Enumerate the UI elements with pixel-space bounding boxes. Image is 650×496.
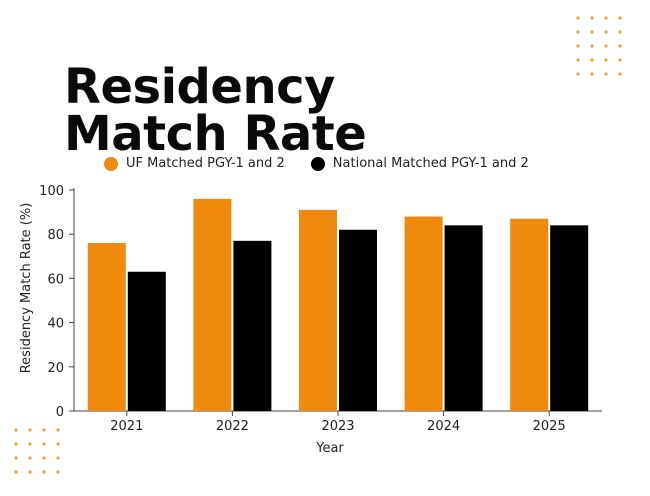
decorative-dot <box>14 470 18 474</box>
decorative-dot <box>42 456 46 460</box>
bar-uf-2024 <box>404 216 443 411</box>
decorative-dot <box>590 44 594 48</box>
decorative-dot <box>604 16 608 20</box>
decorative-dot <box>590 30 594 34</box>
decorative-dot <box>28 428 32 432</box>
bar-national-2024 <box>444 225 483 411</box>
decorative-dot <box>618 72 622 76</box>
decorative-dot <box>14 456 18 460</box>
x-tick-label: 2025 <box>533 419 566 434</box>
x-tick-label: 2021 <box>110 419 143 434</box>
bar-national-2022 <box>233 240 272 411</box>
decorative-dots-top-right <box>576 16 622 76</box>
bar-national-2023 <box>339 229 377 411</box>
bar-national-2021 <box>127 271 166 411</box>
bar-national-2025 <box>550 225 589 411</box>
legend-label-national: National Matched PGY-1 and 2 <box>332 156 529 171</box>
decorative-dot <box>618 58 622 62</box>
y-axis-label: Residency Match Rate (%) <box>19 203 34 374</box>
decorative-dot <box>42 470 46 474</box>
decorative-dot <box>576 72 580 76</box>
legend-swatch-uf <box>104 156 118 171</box>
y-tick-label: 80 <box>47 228 64 243</box>
x-tick-label: 2023 <box>321 419 354 434</box>
decorative-dot <box>590 58 594 62</box>
decorative-dots-bottom-left <box>14 428 60 474</box>
bar-chart: 0 20 40 60 80 100 2021 2022 2023 2024 2025 Residen… <box>19 184 602 456</box>
decorative-dot <box>42 442 46 446</box>
decorative-dot <box>576 58 580 62</box>
decorative-dot <box>590 72 594 76</box>
y-tick-label: 60 <box>47 272 64 287</box>
y-tick-label: 40 <box>47 317 64 332</box>
decorative-dot <box>576 16 580 20</box>
y-tick-label: 100 <box>39 184 64 199</box>
legend-item-national: National Matched PGY-1 and 2 <box>310 156 529 171</box>
decorative-dot <box>604 58 608 62</box>
decorative-dot <box>28 442 32 446</box>
decorative-dot <box>618 44 622 48</box>
bar-uf-2021 <box>87 243 126 411</box>
decorative-dot <box>28 456 32 460</box>
y-tick-label: 20 <box>47 361 64 376</box>
decorative-dot <box>604 72 608 76</box>
decorative-dot <box>14 428 18 432</box>
legend-swatch-national <box>310 156 325 171</box>
plot-area: 0 20 40 60 80 100 2021 2022 2023 2024 2025 <box>39 184 602 434</box>
decorative-dot <box>618 16 622 20</box>
decorative-dot <box>604 30 608 34</box>
chart-legend: UF Matched PGY-1 and 2 National Matched … <box>104 156 555 171</box>
decorative-dot <box>576 30 580 34</box>
decorative-dot <box>56 442 60 446</box>
legend-item-uf: UF Matched PGY-1 and 2 <box>104 156 285 171</box>
bar-uf-2025 <box>510 218 549 411</box>
x-tick-label: 2022 <box>216 419 249 434</box>
decorative-dot <box>56 428 60 432</box>
legend-label-uf: UF Matched PGY-1 and 2 <box>126 156 285 171</box>
x-axis-label: Year <box>315 441 344 456</box>
decorative-dot <box>28 470 32 474</box>
decorative-dot <box>618 30 622 34</box>
decorative-dot <box>42 428 46 432</box>
x-tick-label: 2024 <box>427 419 460 434</box>
chart-title: Residency Match Rate <box>64 59 367 162</box>
decorative-dot <box>56 456 60 460</box>
decorative-dot <box>56 470 60 474</box>
decorative-dot <box>590 16 594 20</box>
y-tick-label: 0 <box>56 405 64 420</box>
decorative-dot <box>604 44 608 48</box>
decorative-dot <box>576 44 580 48</box>
bar-uf-2023 <box>299 209 337 411</box>
decorative-dot <box>14 442 18 446</box>
bar-uf-2022 <box>193 198 232 411</box>
